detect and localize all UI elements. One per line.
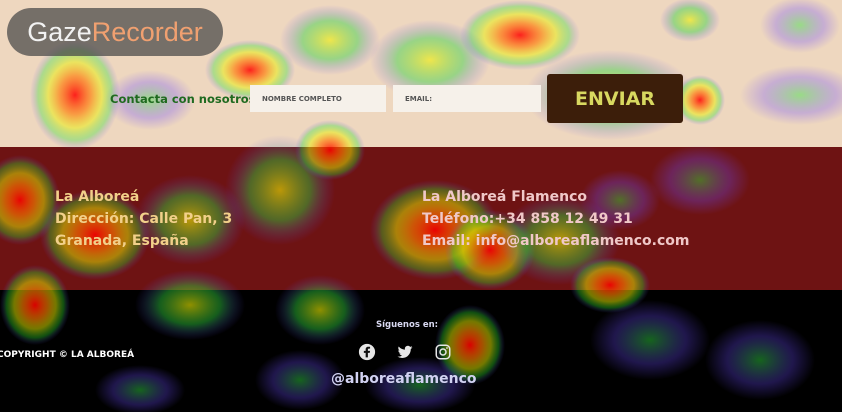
facebook-icon[interactable] [358,343,376,361]
address-street: Dirección: Calle Pan, 3 [55,211,233,227]
contact-phone[interactable]: Teléfono:+34 858 12 49 31 [422,211,633,227]
contact-email[interactable]: Email: info@alboreaflamenco.com [422,233,690,249]
logo-part2: Recorder [91,16,203,47]
address-city: Granada, España [55,233,189,249]
contact-label: Contacta con nosotros [110,92,256,106]
twitter-icon[interactable] [396,343,414,361]
copyright-text: COPYRIGHT © LA ALBOREÁ [0,350,135,360]
instagram-icon[interactable] [434,343,452,361]
send-button[interactable]: ENVIAR [547,74,683,123]
contact-block: La Alboreá Flamenco Teléfono:+34 858 12 … [422,186,690,252]
gazerecorder-logo: Gaze Recorder [7,8,223,56]
full-name-input[interactable] [250,85,386,112]
follow-label: Síguenos en: [376,320,439,330]
email-input[interactable] [393,85,541,112]
address-name: La Alboreá [55,189,140,205]
contact-name: La Alboreá Flamenco [422,189,588,205]
social-handle[interactable]: @alboreaflamenco [331,371,477,387]
logo-part1: Gaze [27,16,92,47]
address-block: La Alboreá Dirección: Calle Pan, 3 Grana… [55,186,232,252]
social-links [358,343,452,361]
